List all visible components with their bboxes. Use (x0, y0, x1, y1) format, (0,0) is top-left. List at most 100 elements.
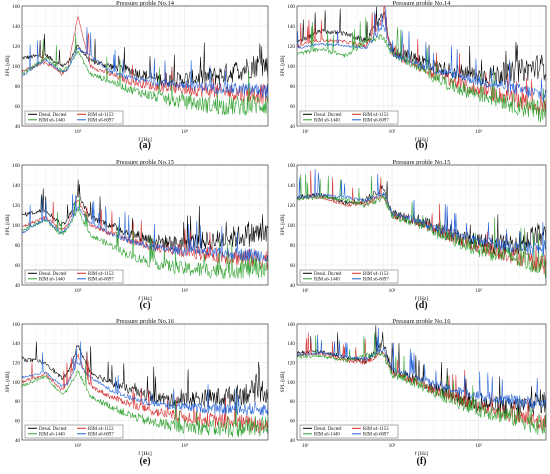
y-tick-label: 140 (12, 183, 20, 189)
series-line (22, 341, 268, 409)
series-group (22, 341, 268, 438)
legend-entry: RIM s6-6097 (363, 118, 389, 123)
y-tick-label: 160 (12, 4, 20, 10)
legend-box (299, 424, 399, 439)
y-tick-label: 100 (12, 380, 20, 386)
legend-entry: RIM s4-1153 (88, 113, 114, 118)
legend-entry: RIM s6-1440 (39, 432, 65, 437)
x-tick-label: 10² (75, 443, 82, 449)
subfigure-label: (f) (417, 456, 427, 467)
series-line (297, 170, 546, 275)
series-line (297, 174, 546, 279)
y-tick-label: 120 (12, 203, 20, 209)
legend: Desul. Ducted RIM s4-1153 RIM s6-1440 RIM s… (24, 269, 124, 284)
y-tick-label: 40 (290, 124, 296, 130)
x-tick-label: 10³ (181, 129, 188, 135)
legend-entry: RIM s4-1153 (88, 427, 114, 432)
y-tick-label: 40 (15, 438, 21, 444)
panel-title: Pressure proble No.15 (393, 159, 451, 166)
y-tick-label: 60 (290, 418, 296, 424)
subfigure-label: (e) (139, 456, 150, 467)
legend: Desul. Ducted RIM s4-1153 RIM s6-1440 RIM s… (24, 424, 124, 439)
x-tick-label: 10² (75, 288, 82, 294)
series-group (297, 6, 546, 123)
legend: Desul. Ducted RIM s4-1153 RIM s6-1440 RIM s… (24, 110, 124, 125)
subfigure-label: (a) (139, 140, 151, 151)
legend-entry: RIM s6-1440 (314, 118, 340, 123)
series-line (297, 17, 546, 123)
subfigure-label: (b) (415, 140, 427, 151)
axes-frame (21, 164, 269, 286)
y-tick-label: 100 (287, 64, 295, 70)
x-tick-label: 10¹ (302, 288, 309, 294)
panel-title: Pressure proble No.15 (116, 159, 174, 166)
x-tick-label: 10³ (181, 443, 188, 449)
legend-box (24, 110, 124, 125)
y-tick-label: 120 (287, 360, 295, 366)
x-tick-label: 10² (75, 129, 82, 135)
series-line (22, 341, 268, 416)
x-tick-label: 10³ (475, 443, 482, 449)
series-line (297, 6, 546, 103)
legend: Desul. Ducted RIM s4-1153 RIM s6-1440 RIM s… (299, 110, 399, 125)
y-tick-label: 140 (12, 24, 20, 30)
y-tick-label: 120 (287, 44, 295, 50)
panel-c: Pressure proble No.15 40 60 80 100 120 140 160 1… (5, 159, 269, 311)
y-tick-label: 60 (15, 104, 21, 110)
panel-b: Pressure proble No.14 40 60 80 100 120 140 160 1… (280, 0, 547, 151)
legend-entry: RIM s6-6097 (363, 432, 389, 437)
y-axis-label: SPL [dB] (5, 214, 11, 235)
y-tick-label: 80 (290, 84, 296, 90)
y-tick-label: 100 (287, 223, 295, 229)
series-line (297, 6, 546, 85)
legend: Desul. Ducted RIM s4-1153 RIM s6-1440 RIM s… (299, 269, 399, 284)
y-tick-label: 140 (287, 183, 295, 189)
panel-d: Pressure proble No.15 40 60 80 100 120 140 160 1… (280, 159, 547, 311)
y-tick-label: 80 (15, 399, 21, 405)
series-line (22, 353, 268, 434)
panel-title: Pressure proble No.14 (116, 0, 175, 7)
x-axis-label: f [Hz] (138, 295, 152, 302)
series-group (22, 179, 268, 280)
legend-entry: Desul. Ducted (314, 272, 342, 277)
y-tick-label: 40 (15, 283, 21, 289)
x-tick-label: 10¹ (302, 443, 309, 449)
x-tick-label: 10² (389, 129, 396, 135)
y-tick-label: 80 (15, 84, 21, 90)
series-line (22, 26, 268, 98)
series-line (22, 33, 268, 88)
y-tick-label: 120 (287, 203, 295, 209)
y-tick-label: 80 (15, 243, 21, 249)
y-tick-label: 40 (290, 283, 296, 289)
panel-f: Pressure proble No.16 40 60 80 100 120 140 160 1… (280, 318, 547, 467)
y-axis-label: SPL [dB] (280, 55, 286, 76)
panel-e: Pressure proble No.16 40 60 80 100 120 140 160 1… (5, 318, 269, 467)
axes-frame (296, 5, 547, 127)
x-axis-label: f [Hz] (138, 136, 152, 143)
y-tick-label: 80 (290, 243, 296, 249)
y-tick-label: 120 (12, 44, 20, 50)
x-axis-label: f [Hz] (415, 136, 429, 143)
legend-box (299, 269, 399, 284)
legend-entry: Desul. Ducted (39, 272, 67, 277)
legend-entry: RIM s6-6097 (88, 277, 114, 282)
y-tick-label: 40 (15, 124, 21, 130)
x-tick-label: 10³ (475, 129, 482, 135)
x-tick-label: 10¹ (302, 129, 309, 135)
y-tick-label: 140 (287, 24, 295, 30)
y-tick-label: 100 (12, 64, 20, 70)
panel-title: Pressure proble No.16 (116, 318, 175, 325)
series-group (297, 168, 546, 279)
series-line (22, 196, 268, 280)
axes-frame (296, 164, 547, 286)
series-group (22, 16, 268, 116)
y-tick-label: 120 (12, 360, 20, 366)
y-tick-label: 100 (12, 223, 20, 229)
legend-entry: Desul. Ducted (39, 427, 67, 432)
y-axis-label: SPL [dB] (280, 371, 286, 392)
legend-entry: RIM s6-1440 (39, 118, 65, 123)
legend-box (24, 424, 124, 439)
axes-frame (21, 323, 269, 441)
series-line (297, 327, 546, 410)
